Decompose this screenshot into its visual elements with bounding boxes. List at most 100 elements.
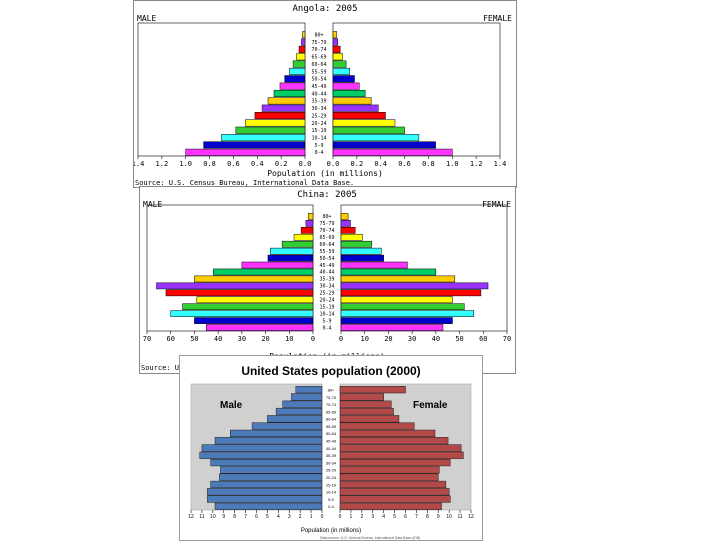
china-age-label: 40-44 [319,270,334,276]
china-x-tick-label: 40 [214,335,222,343]
us-female-bar [339,480,447,489]
us-x-tick-label: 2 [299,514,302,520]
us-female-bar [339,407,394,416]
china-female-bar [340,247,382,255]
angola-male-bar [235,126,306,134]
china-x-tick-label: 30 [408,335,416,343]
us-source: Data source: U.S. Census Bureau, Interna… [320,536,420,540]
angola-male-bar [279,82,306,90]
china-male-bar [213,268,314,276]
us-x-tick-label: 2 [360,514,363,520]
us-x-tick-label: 3 [288,514,291,520]
us-title: United States population (2000) [241,364,420,378]
angola-male-bar [301,38,306,46]
angola-age-label: 70-74 [311,47,326,53]
angola-female-bar [332,31,337,39]
china-x-tick-label: 0 [339,335,343,343]
us-male-bar [210,458,323,467]
us-x-tick-label: 8 [233,514,236,520]
us-female-label: Female [413,400,448,411]
china-age-label: 70-74 [319,228,334,234]
china-x-tick-label: 10 [360,335,368,343]
china-x-tick-label: 10 [285,335,293,343]
angola-female-bar [332,67,350,75]
us-female-bar [339,495,451,503]
china-female-bar [340,213,349,220]
china-female-bar [340,275,456,283]
angola-age-label: 45-49 [311,84,326,90]
china-x-tick-label: 60 [479,335,487,343]
angola-xlabel: Population (in millions) [267,169,383,178]
angola-x-tick-label: 0.6 [398,160,411,168]
angola-x-tick-label: 1.4 [134,160,144,168]
angola-age-label: 30-34 [311,106,326,112]
angola-female-bar [332,119,396,127]
angola-x-tick-label: 0.2 [275,160,288,168]
angola-male-bar [254,112,306,120]
china-female-bar [340,310,475,317]
angola-female-bar [332,45,341,53]
china-male-bar [270,247,314,255]
angola-x-tick-label: 0.8 [422,160,435,168]
angola-age-label: 5-9 [314,143,323,149]
us-x-tick-label: 10 [210,514,216,520]
angola-age-label: 60-64 [311,62,326,68]
china-male-bar [308,213,314,220]
china-female-bar [340,303,465,311]
us-x-tick-label: 9 [437,514,440,520]
us-x-tick-label: 0 [339,514,342,520]
us-x-tick-label: 7 [244,514,247,520]
us-x-tick-label: 12 [188,514,194,520]
us-male-bar [210,480,323,489]
angola-male-bar [267,97,306,105]
angola-male-bar [245,119,306,127]
us-x-tick-label: 8 [426,514,429,520]
angola-female-bar [332,104,379,112]
china-title: China: 2005 [297,190,357,200]
us-age-label: 25-29 [326,468,337,473]
angola-x-tick-label: 0.0 [327,160,340,168]
angola-x-tick-label: 1.4 [494,160,507,168]
angola-female-bar [332,38,339,46]
china-age-label: 55-59 [319,249,334,255]
angola-age-label: 35-39 [311,99,326,105]
angola-female-bar [332,126,405,134]
angola-male-bar [284,75,306,83]
us-female-bar [339,437,449,445]
china-male-bar [300,227,314,234]
us-female-bar [339,429,436,438]
angola-age-label: 80+ [314,33,323,39]
us-x-tick-label: 3 [371,514,374,520]
us-age-label: 10-14 [326,490,337,495]
angola-male-bar [302,31,306,39]
china-age-label: 20-24 [319,298,334,304]
us-age-label: 40-44 [326,446,337,451]
china-male-bar [194,317,314,324]
us-male-bar [295,386,323,394]
us-female-bar [339,458,451,467]
angola-male-bar [273,89,306,98]
angola-age-label: 0-4 [314,150,323,156]
us-age-label: 20-24 [326,475,337,480]
china-x-tick-label: 70 [143,335,151,343]
china-male-bar [194,275,314,283]
angola-x-tick-label: 0.4 [251,160,264,168]
us-male-bar [291,393,323,401]
us-male-bar [207,488,323,496]
china-female-bar [340,289,482,297]
china-male-bar [305,220,314,227]
angola-female-bar [332,148,453,156]
us-x-tick-label: 6 [255,514,258,520]
us-female-bar [339,502,442,510]
us-age-label: 70-74 [326,402,337,407]
angola-male-bar [185,148,306,156]
us-female-bar [339,393,384,401]
angola-x-tick-label: 1.2 [470,160,483,168]
angola-age-label: 25-29 [311,113,326,119]
china-male-bar [293,233,314,241]
china-female-bar [340,324,444,331]
china-male-bar [170,310,314,317]
us-female-bar [339,466,440,474]
angola-male-bar [289,67,306,75]
china-female-bar [340,261,408,269]
